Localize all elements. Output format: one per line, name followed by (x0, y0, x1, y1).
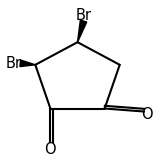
Text: Br: Br (76, 8, 92, 23)
Text: Br: Br (5, 56, 21, 71)
Polygon shape (78, 20, 87, 42)
Text: O: O (141, 107, 153, 122)
Text: O: O (45, 142, 56, 157)
Polygon shape (20, 60, 35, 67)
